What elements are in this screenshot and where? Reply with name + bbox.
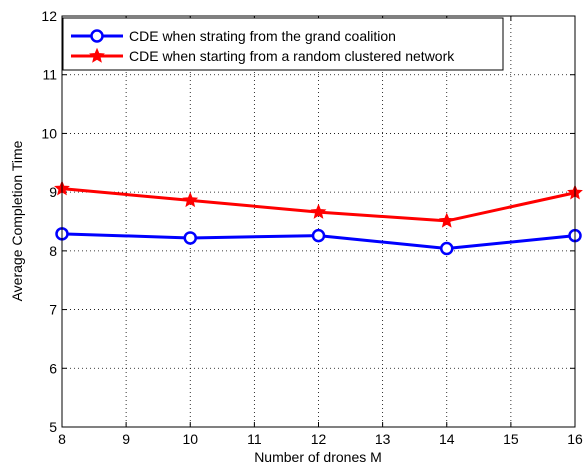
grid-lines (62, 16, 575, 427)
legend-box (62, 17, 504, 71)
data-point-series-2 (310, 203, 327, 219)
x-tick-label: 16 (567, 431, 583, 447)
plot-frame (61, 15, 576, 428)
x-axis-label: Number of drones M (254, 449, 382, 465)
y-tick-label: 9 (49, 184, 57, 200)
x-tick-label: 12 (311, 431, 327, 447)
x-tick-label: 11 (247, 431, 262, 447)
x-tick-label: 15 (503, 431, 519, 447)
legend-label-1: CDE when strating from the grand coaliti… (129, 28, 396, 44)
x-tick-label: 10 (182, 431, 198, 447)
data-point-series-1 (311, 228, 326, 243)
y-axis-label: Average Completion Time (9, 140, 25, 301)
y-tick-label: 5 (49, 419, 57, 435)
y-tick-label: 12 (41, 8, 57, 24)
y-tick-label: 11 (42, 67, 57, 83)
y-tick-label: 6 (49, 360, 57, 376)
y-tick-label: 8 (49, 243, 57, 259)
y-tick-label: 10 (41, 125, 57, 141)
x-tick-label: 9 (122, 431, 130, 447)
tick-labels: 8 9 10 11 12 13 14 15 16 5 6 7 8 9 10 11 12 (41, 8, 583, 447)
legend-marker-2 (89, 47, 105, 63)
legend-label-2: CDE when starting from a random clustere… (129, 48, 455, 64)
x-tick-label: 13 (375, 431, 391, 447)
data-point-series-1 (183, 231, 197, 245)
data-point-series-1 (440, 241, 454, 256)
data-point-series-2 (182, 192, 199, 208)
legend-marker-1 (90, 29, 104, 43)
y-tick-label: 7 (49, 302, 57, 318)
plot-area (62, 16, 575, 427)
legend-items: CDE when strating from the grand coaliti… (71, 28, 455, 64)
x-tick-label: 8 (58, 431, 66, 447)
x-tick-label: 14 (439, 431, 455, 447)
legend: CDE when strating from the grand coaliti… (62, 17, 504, 71)
data-point-series-2 (438, 212, 455, 228)
